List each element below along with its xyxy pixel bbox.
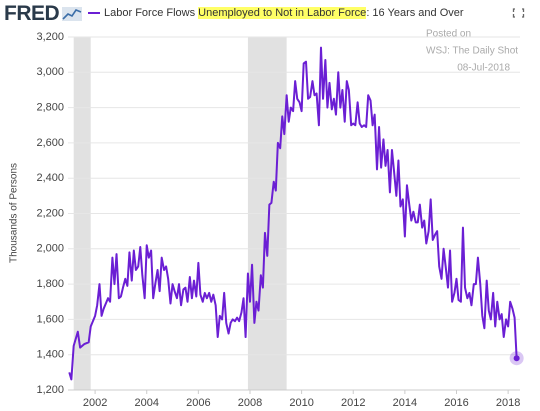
legend-text: Labor Force Flows xyxy=(104,7,199,19)
y-tick-label: 1,600 xyxy=(36,313,64,325)
legend-highlight: Unemployed to Not in Labor Force xyxy=(198,7,367,19)
y-tick-label: 2,400 xyxy=(36,172,64,184)
legend-text: : 16 Years and Over xyxy=(366,7,464,19)
logo-text[interactable]: FRED xyxy=(4,2,60,25)
plot-area xyxy=(68,36,524,394)
y-tick-label: 1,400 xyxy=(36,349,64,361)
logo-icon-line xyxy=(62,9,82,20)
series-line xyxy=(68,46,518,381)
legend-swatch xyxy=(88,12,100,15)
y-tick-label: 2,800 xyxy=(36,102,64,114)
x-tick-label: 2004 xyxy=(134,397,158,409)
watermark: 08-Jul-2018 xyxy=(457,63,510,74)
y-tick-label: 3,200 xyxy=(36,31,64,43)
x-tick-label: 2008 xyxy=(238,397,262,409)
x-tick-label: 2012 xyxy=(341,397,365,409)
y-tick-label: 2,200 xyxy=(36,207,64,219)
x-tick-label: 2016 xyxy=(444,397,468,409)
x-tick-label: 2010 xyxy=(289,397,313,409)
x-tick-label: 2014 xyxy=(393,397,417,409)
y-tick-label: 2,000 xyxy=(36,243,64,255)
y-tick-label: 3,000 xyxy=(36,66,64,78)
logo-icon xyxy=(62,7,83,21)
y-tick-label: 2,600 xyxy=(36,137,64,149)
expand-glyph[interactable] xyxy=(512,8,525,18)
watermark: WSJ: The Daily Shot xyxy=(426,46,518,57)
y-tick-label: 1,800 xyxy=(36,278,64,290)
legend: Labor Force Flows Unemployed to Not in L… xyxy=(88,7,464,19)
y-axis-label: Thousands of Persons xyxy=(9,163,20,263)
header: FRED Labor Force Flows Unemployed to Not… xyxy=(0,0,540,28)
logo[interactable]: FRED xyxy=(4,2,83,26)
watermark: Posted on xyxy=(426,29,471,40)
y-tick-label: 1,200 xyxy=(36,384,64,396)
x-tick-label: 2002 xyxy=(83,397,107,409)
x-tick-label: 2018 xyxy=(496,397,520,409)
expand-icon[interactable] xyxy=(512,8,525,18)
logo-icon-bg xyxy=(62,7,83,21)
last-point xyxy=(513,355,520,362)
x-tick-label: 2006 xyxy=(186,397,210,409)
